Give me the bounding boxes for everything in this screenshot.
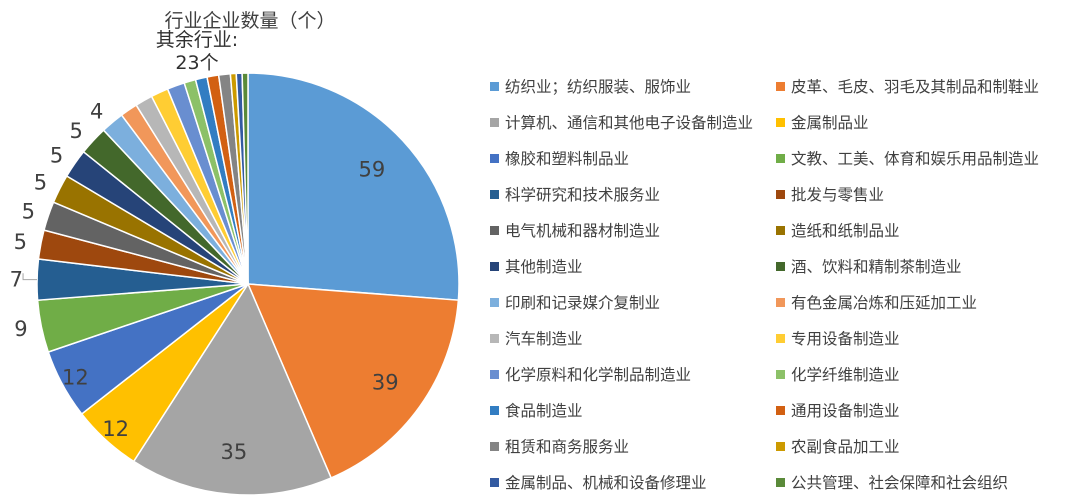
slice-value-label: 4 — [90, 100, 103, 124]
legend-swatch — [776, 81, 785, 91]
legend-swatch — [490, 441, 499, 451]
legend-label: 通用设备制造业 — [791, 402, 900, 420]
legend-item: 通用设备制造业 — [776, 392, 1066, 428]
legend: 纺织业；纺织服装、服饰业 皮革、毛皮、羽毛及其制品和制鞋业计算机、通信和其他电子设… — [490, 68, 1070, 500]
legend-swatch — [490, 297, 499, 307]
legend-swatch — [490, 153, 499, 163]
legend-item: 食品制造业 — [490, 392, 776, 428]
slice-value-label: 5 — [14, 230, 27, 254]
legend-item: 批发与零售业 — [776, 176, 1066, 212]
legend-label: 批发与零售业 — [791, 186, 885, 204]
legend-item: 造纸和纸制品业 — [776, 212, 1066, 248]
legend-item: 纺织业；纺织服装、服饰业 — [490, 68, 776, 104]
legend-item: 计算机、通信和其他电子设备制造业 — [490, 104, 776, 140]
pie-slice — [247, 72, 460, 301]
legend-item: 橡胶和塑料制品业 — [490, 140, 776, 176]
legend-item: 印刷和记录媒介复制业 — [490, 284, 776, 320]
others-value-label: 23个 — [175, 52, 218, 74]
legend-item: 租赁和商务服务业 — [490, 428, 776, 464]
slice-value-label: 9 — [14, 317, 27, 341]
legend-label: 化学纤维制造业 — [791, 366, 900, 384]
slice-value-label: 5 — [34, 171, 47, 195]
legend-item: 科学研究和技术服务业 — [490, 176, 776, 212]
legend-label: 计算机、通信和其他电子设备制造业 — [505, 114, 754, 132]
legend-swatch — [776, 261, 785, 271]
others-label: 其余行业: — [156, 29, 238, 51]
legend-label: 公共管理、社会保障和社会组织 — [791, 474, 1009, 492]
slice-value-label: 12 — [62, 365, 89, 389]
legend-swatch — [776, 189, 785, 199]
slice-value-label: 59 — [358, 157, 385, 181]
legend-label: 酒、饮料和精制茶制造业 — [791, 258, 962, 276]
legend-label: 租赁和商务服务业 — [505, 438, 630, 456]
slice-value-label: 35 — [221, 440, 248, 464]
legend-swatch — [490, 189, 499, 199]
legend-item: 金属制品、机械和设备修理业 — [490, 464, 776, 500]
legend-label: 文教、工美、体育和娱乐用品制造业 — [791, 150, 1040, 168]
legend-swatch — [490, 369, 499, 379]
slice-value-label: 7 — [10, 267, 23, 291]
legend-item: 电气机械和器材制造业 — [490, 212, 776, 248]
legend-label: 纺织业；纺织服装、服饰业 — [505, 78, 692, 96]
pie-slice — [246, 283, 460, 479]
legend-item: 农副食品加工业 — [776, 428, 1066, 464]
legend-item: 化学纤维制造业 — [776, 356, 1066, 392]
leader-line — [22, 273, 38, 281]
legend-item: 汽车制造业 — [490, 320, 776, 356]
legend-label: 橡胶和塑料制品业 — [505, 150, 630, 168]
legend-label: 专用设备制造业 — [791, 330, 900, 348]
legend-item: 化学原料和化学制品制造业 — [490, 356, 776, 392]
legend-item: 皮革、毛皮、羽毛及其制品和制鞋业 — [776, 68, 1066, 104]
legend-swatch — [490, 117, 499, 127]
chart-title: 行业企业数量（个） — [164, 10, 336, 32]
legend-item: 酒、饮料和精制茶制造业 — [776, 248, 1066, 284]
legend-item: 专用设备制造业 — [776, 320, 1066, 356]
slice-value-label: 39 — [372, 370, 399, 394]
legend-label: 汽车制造业 — [505, 330, 583, 348]
legend-label: 化学原料和化学制品制造业 — [505, 366, 692, 384]
legend-item: 有色金属冶炼和压延加工业 — [776, 284, 1066, 320]
legend-swatch — [490, 477, 499, 487]
legend-swatch — [776, 369, 785, 379]
legend-label: 皮革、毛皮、羽毛及其制品和制鞋业 — [791, 78, 1040, 96]
slice-value-label: 5 — [50, 144, 63, 168]
pie-slice — [132, 282, 333, 496]
legend-swatch — [490, 261, 499, 271]
slice-value-label: 12 — [102, 417, 129, 441]
legend-swatch — [490, 81, 499, 91]
slice-value-label: 5 — [70, 119, 83, 143]
legend-label: 其他制造业 — [505, 258, 583, 276]
legend-item: 文教、工美、体育和娱乐用品制造业 — [776, 140, 1066, 176]
legend-swatch — [776, 333, 785, 343]
legend-item: 其他制造业 — [490, 248, 776, 284]
legend-item: 公共管理、社会保障和社会组织 — [776, 464, 1066, 500]
legend-label: 科学研究和技术服务业 — [505, 186, 661, 204]
legend-label: 农副食品加工业 — [791, 438, 900, 456]
pie-slice — [241, 72, 249, 285]
legend-item: 金属制品业 — [776, 104, 1066, 140]
legend-swatch — [776, 441, 785, 451]
legend-swatch — [776, 117, 785, 127]
legend-swatch — [776, 297, 785, 307]
legend-swatch — [490, 405, 499, 415]
legend-label: 电气机械和器材制造业 — [505, 222, 661, 240]
legend-swatch — [776, 225, 785, 235]
legend-swatch — [490, 333, 499, 343]
legend-swatch — [776, 153, 785, 163]
legend-swatch — [490, 225, 499, 235]
legend-label: 造纸和纸制品业 — [791, 222, 900, 240]
slice-value-label: 5 — [22, 199, 35, 223]
legend-swatch — [776, 477, 785, 487]
legend-label: 有色金属冶炼和压延加工业 — [791, 294, 978, 312]
legend-label: 金属制品、机械和设备修理业 — [505, 474, 707, 492]
legend-label: 金属制品业 — [791, 114, 869, 132]
legend-label: 食品制造业 — [505, 402, 583, 420]
legend-swatch — [776, 405, 785, 415]
legend-label: 印刷和记录媒介复制业 — [505, 294, 661, 312]
